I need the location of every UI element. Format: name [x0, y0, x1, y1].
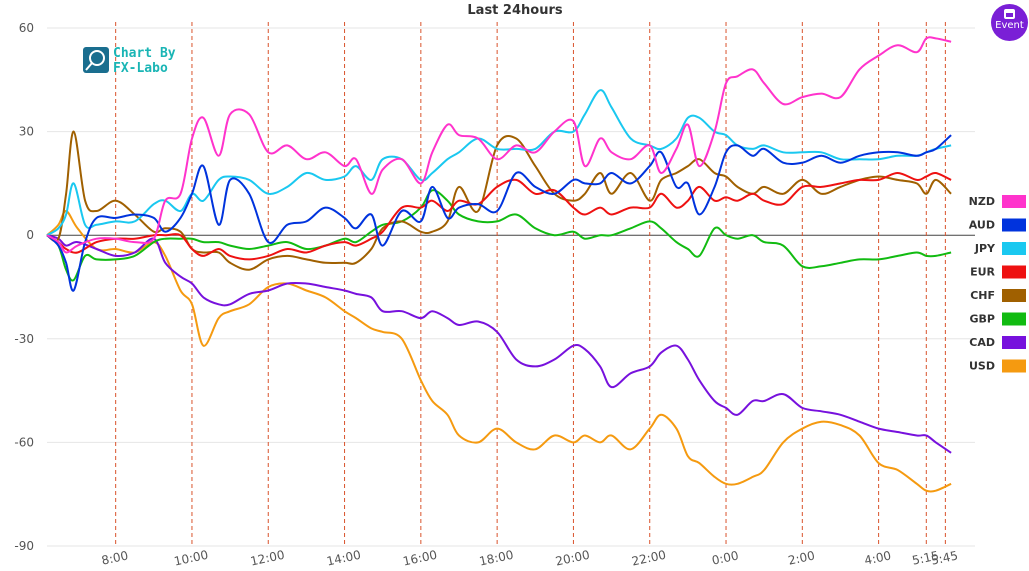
y-tick-label: 30 — [19, 125, 34, 139]
event-button-label: Event — [995, 20, 1024, 31]
x-tick-label: 8:00 — [100, 548, 129, 567]
legend-swatch-nzd[interactable] — [1002, 195, 1026, 208]
legend-label-usd: USD — [969, 360, 995, 373]
x-tick-label: 14:00 — [325, 548, 362, 569]
y-tick-label: -90 — [14, 539, 34, 553]
legend-swatch-chf[interactable] — [1002, 289, 1026, 302]
legend-label-nzd: NZD — [969, 195, 995, 208]
gridlines — [47, 27, 975, 547]
legend-swatch-gbp[interactable] — [1002, 312, 1026, 326]
magnifier-lens — [89, 50, 105, 66]
series-line-eur — [46, 171, 952, 261]
logo: Chart By FX-Labo — [83, 46, 176, 76]
legend-label-jpy: JPY — [974, 242, 996, 255]
logo-line2: FX-Labo — [113, 61, 168, 76]
x-tick-label: 16:00 — [402, 548, 439, 569]
x-axis: 8:00 10:00 12:00 14:00 16:00 18:00 20:00 22:00 0… — [100, 548, 959, 569]
logo-line1: Chart By — [113, 46, 176, 61]
legend: NZD AUD JPY EUR CHF GBP CAD USD — [969, 195, 1026, 373]
x-tick-label: 0:00 — [711, 548, 740, 567]
event-button[interactable]: Event — [991, 4, 1028, 41]
legend-label-cad: CAD — [969, 336, 995, 349]
series-line-cad — [46, 234, 952, 454]
x-tick-label: 4:00 — [863, 548, 892, 567]
legend-swatch-cad[interactable] — [1002, 336, 1026, 349]
y-tick-label: 60 — [19, 21, 34, 35]
y-tick-label: -30 — [14, 332, 34, 346]
y-axis: 60 30 0 -30 -60 -90 — [14, 21, 34, 553]
series-line-chf — [46, 130, 952, 271]
series-line-usd — [46, 210, 952, 493]
x-tick-label: 5:45 — [930, 548, 959, 567]
series-line-aud — [46, 134, 952, 292]
legend-label-eur: EUR — [970, 266, 995, 279]
legend-swatch-eur[interactable] — [1002, 265, 1026, 279]
legend-swatch-aud[interactable] — [1002, 218, 1026, 232]
series-lines — [46, 36, 952, 493]
vertical-markers — [115, 22, 946, 546]
x-tick-label: 22:00 — [631, 548, 668, 569]
series-line-gbp — [46, 189, 952, 282]
calendar-icon — [1004, 9, 1015, 19]
x-tick-label: 5:15 — [911, 548, 940, 567]
y-tick-label: 0 — [26, 228, 34, 242]
chart-title: Last 24hours — [467, 3, 562, 18]
y-tick-label: -60 — [14, 435, 34, 449]
series-line-nzd — [46, 36, 952, 254]
legend-label-aud: AUD — [969, 219, 995, 232]
legend-swatch-jpy[interactable] — [1002, 242, 1026, 255]
legend-label-chf: CHF — [970, 289, 995, 302]
x-tick-label: 12:00 — [249, 548, 286, 569]
series-line-jpy — [46, 89, 952, 237]
x-tick-label: 10:00 — [173, 548, 210, 569]
x-tick-label: 20:00 — [554, 548, 591, 569]
magnifier-handle — [85, 62, 93, 71]
x-tick-label: 2:00 — [787, 548, 816, 567]
x-tick-label: 18:00 — [478, 548, 515, 569]
legend-swatch-usd[interactable] — [1002, 359, 1026, 373]
legend-label-gbp: GBP — [970, 313, 995, 326]
